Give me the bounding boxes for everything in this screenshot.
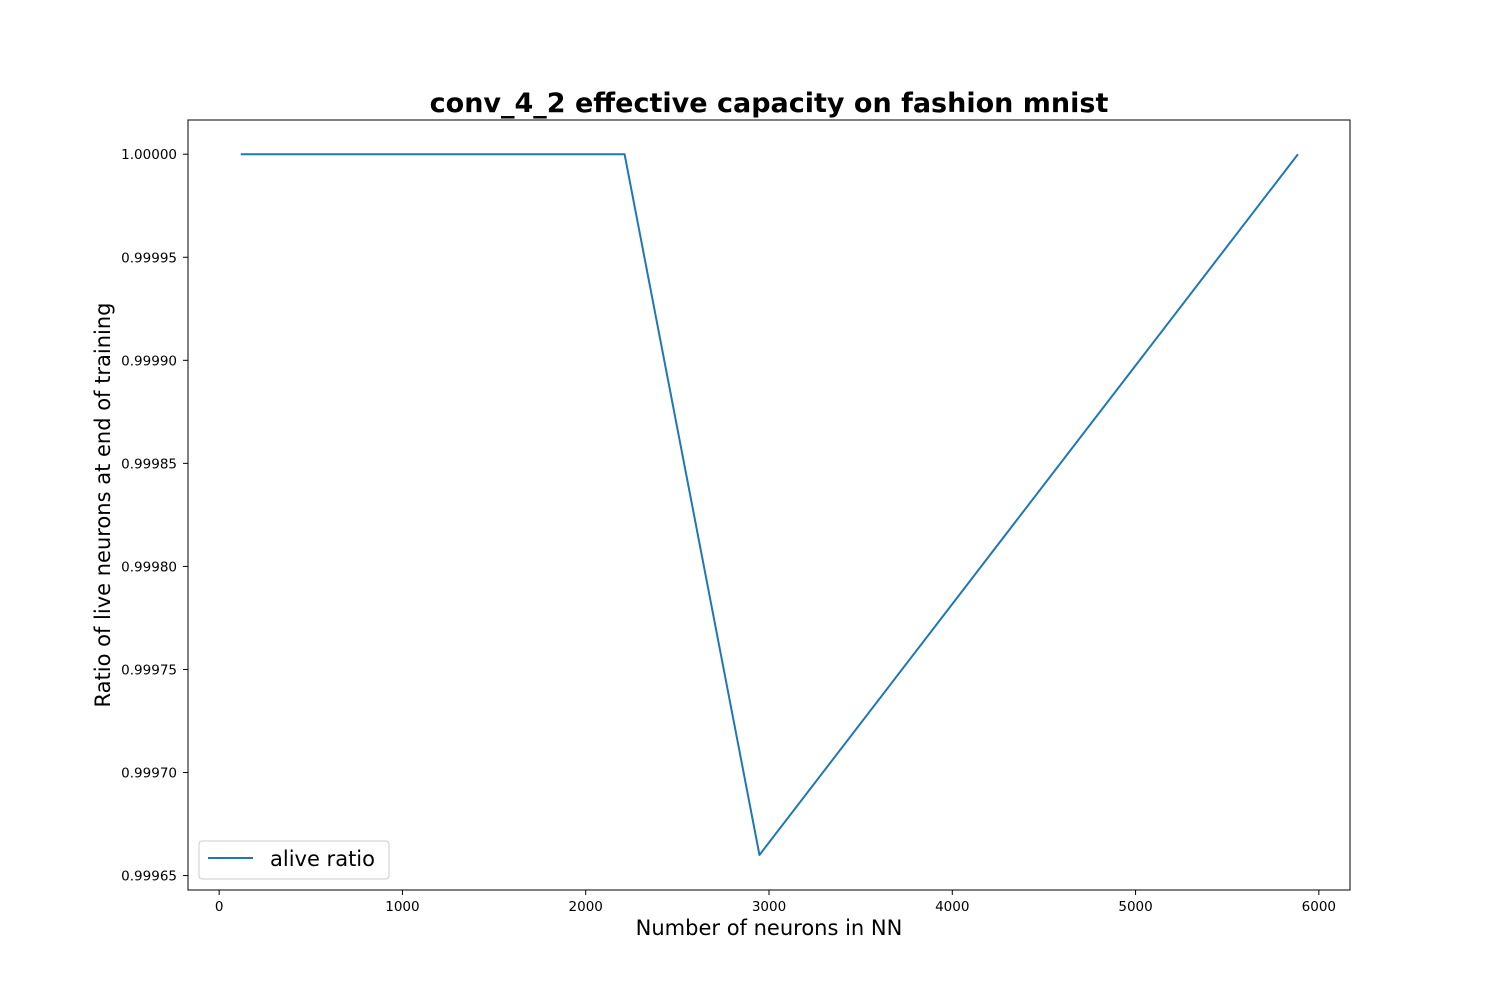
legend: alive ratio: [198, 840, 390, 880]
x-axis-label: Number of neurons in NN: [636, 916, 903, 940]
series-line-1: [240, 153, 1299, 856]
y-tick-label: 0.99975: [121, 662, 177, 678]
x-tick-label: 5000: [1118, 899, 1152, 915]
series-layer: [240, 153, 1299, 856]
x-tick-label: 4000: [935, 899, 969, 915]
y-tick-label: 0.99985: [121, 456, 177, 472]
y-tick-label: 1.00000: [121, 147, 177, 163]
y-tick-label: 0.99995: [121, 250, 177, 266]
legend-box: [198, 840, 390, 880]
legend-label: alive ratio: [270, 847, 375, 871]
x-tick-label: 6000: [1302, 899, 1336, 915]
x-axis-ticks: 0 1000 2000 3000 4000 5000 6000: [215, 890, 1336, 915]
y-tick-label: 0.99970: [121, 766, 177, 782]
y-tick-label: 0.99980: [121, 559, 177, 575]
y-axis-label: Ratio of live neurons at end of training: [91, 303, 115, 708]
plot-frame: [187, 119, 1351, 891]
chart-title: conv_4_2 effective capacity on fashion m…: [430, 88, 1109, 119]
x-tick-label: 1000: [385, 899, 419, 915]
x-tick-label: 3000: [752, 899, 786, 915]
x-tick-label: 0: [215, 899, 224, 915]
y-axis-ticks: 0.99965 0.99970 0.99975 0.99980 0.99985 0.999…: [121, 147, 188, 885]
y-tick-label: 0.99990: [121, 353, 177, 369]
x-tick-label: 2000: [569, 899, 603, 915]
y-tick-label: 0.99965: [121, 869, 177, 885]
